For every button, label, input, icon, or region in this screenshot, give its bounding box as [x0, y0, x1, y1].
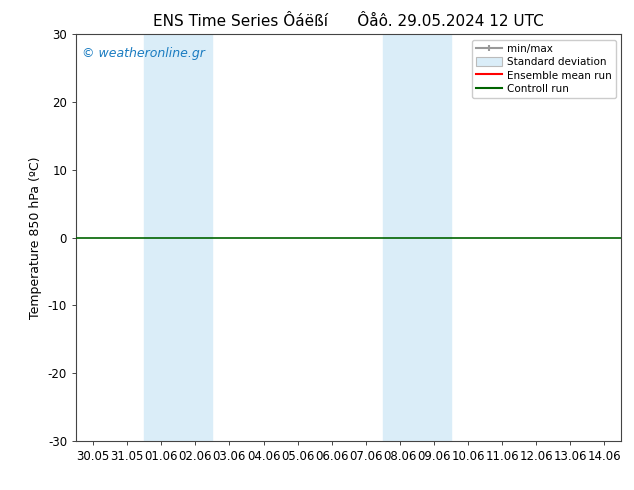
Title: ENS Time Series Ôáëßí      Ôåô. 29.05.2024 12 UTC: ENS Time Series Ôáëßí Ôåô. 29.05.2024 12… [153, 14, 544, 29]
Bar [144, 34, 212, 441]
Y-axis label: Temperature 850 hPa (ºC): Temperature 850 hPa (ºC) [29, 156, 42, 319]
Legend: min/max, Standard deviation, Ensemble mean run, Controll run: min/max, Standard deviation, Ensemble me… [472, 40, 616, 98]
Text: © weatheronline.gr: © weatheronline.gr [82, 47, 204, 59]
Bar [383, 34, 451, 441]
